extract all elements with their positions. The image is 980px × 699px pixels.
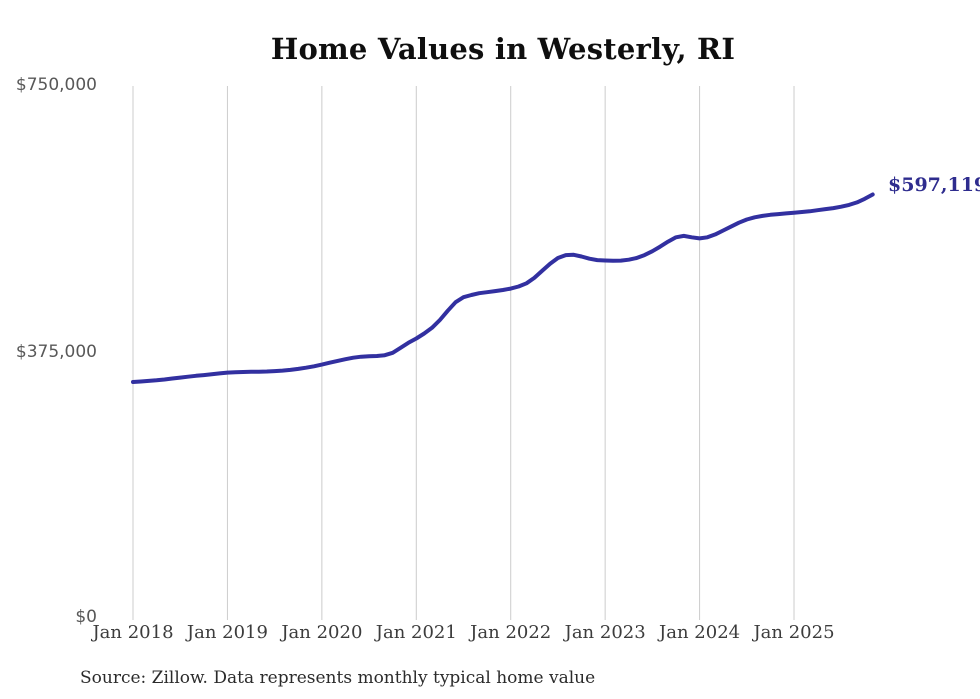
x-axis-tick-jan-2019: Jan 2019 bbox=[186, 622, 268, 643]
x-axis-tick-jan-2023: Jan 2023 bbox=[564, 622, 646, 643]
x-axis-tick-jan-2018: Jan 2018 bbox=[92, 622, 174, 643]
y-axis-tick-750000: $750,000 bbox=[15, 75, 97, 95]
home-value-line bbox=[131, 192, 875, 384]
source-attribution: Source: Zillow. Data represents monthly … bbox=[80, 668, 596, 688]
y-axis-tick-375000: $375,000 bbox=[15, 342, 97, 362]
x-axis-tick-jan-2025: Jan 2025 bbox=[753, 622, 835, 643]
x-axis-tick-jan-2022: Jan 2022 bbox=[470, 622, 552, 643]
y-axis-tick-0: $0 bbox=[75, 607, 97, 627]
x-axis-tick-jan-2024: Jan 2024 bbox=[659, 622, 741, 643]
x-axis-tick-jan-2021: Jan 2021 bbox=[375, 622, 457, 643]
latest-value-label: $597,119 bbox=[888, 174, 980, 196]
x-axis-tick-jan-2020: Jan 2020 bbox=[281, 622, 363, 643]
chart-title: Home Values in Westerly, RI bbox=[270, 32, 736, 66]
